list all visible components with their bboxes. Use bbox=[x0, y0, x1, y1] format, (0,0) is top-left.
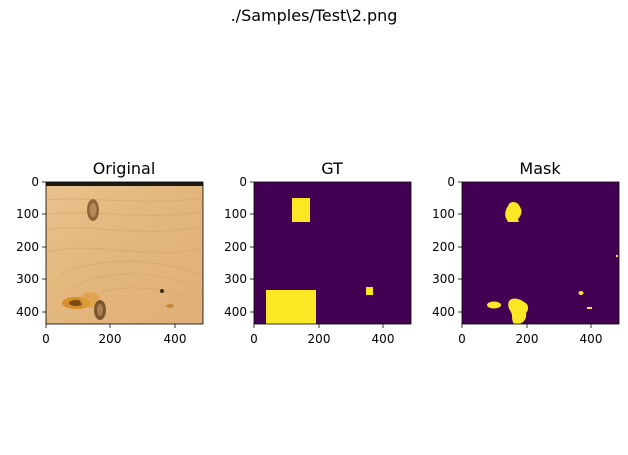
x-tick-label: 400 bbox=[164, 332, 187, 346]
gt-region bbox=[266, 290, 316, 324]
y-tick-label: 400 bbox=[224, 305, 247, 319]
x-tick-label: 0 bbox=[458, 332, 466, 346]
y-tick-label: 300 bbox=[224, 272, 247, 286]
figure-suptitle: ./Samples/Test\2.png bbox=[231, 6, 398, 25]
panel-title-original: Original bbox=[93, 159, 156, 178]
x-tick-label: 0 bbox=[42, 332, 50, 346]
mask-blob bbox=[578, 291, 584, 295]
y-tick-label: 300 bbox=[432, 272, 455, 286]
mask-blob bbox=[587, 307, 592, 309]
mask-image bbox=[462, 182, 619, 324]
x-tick-label: 200 bbox=[308, 332, 331, 346]
y-tick-label: 100 bbox=[224, 207, 247, 221]
y-tick-label: 200 bbox=[432, 240, 455, 254]
x-tick-label: 0 bbox=[250, 332, 258, 346]
y-tick-label: 300 bbox=[16, 272, 39, 286]
mask-blob bbox=[487, 301, 501, 309]
y-tick-label: 0 bbox=[31, 175, 39, 189]
gt-region bbox=[292, 198, 310, 222]
y-tick-label: 100 bbox=[16, 207, 39, 221]
y-tick-label: 400 bbox=[16, 305, 39, 319]
x-tick-label: 200 bbox=[516, 332, 539, 346]
mask-blob bbox=[616, 255, 618, 257]
original-image bbox=[46, 182, 203, 324]
y-tick-label: 0 bbox=[239, 175, 247, 189]
panel-mask: Mask 0 200 400 0 100 200 300 400 bbox=[432, 159, 620, 346]
x-tick-label: 400 bbox=[580, 332, 603, 346]
mask-blob bbox=[505, 201, 522, 222]
y-tick-label: 200 bbox=[224, 240, 247, 254]
x-tick-label: 200 bbox=[99, 332, 122, 346]
gt-region bbox=[366, 287, 373, 295]
mask-blob bbox=[508, 298, 529, 324]
gt-image bbox=[254, 182, 411, 324]
y-tick-label: 400 bbox=[432, 305, 455, 319]
panel-gt: GT 0 200 400 0 100 200 300 400 bbox=[224, 159, 412, 346]
panel-title-gt: GT bbox=[321, 159, 343, 178]
panel-original: Original bbox=[16, 159, 204, 346]
panel-title-mask: Mask bbox=[519, 159, 561, 178]
y-tick-label: 100 bbox=[432, 207, 455, 221]
y-tick-label: 200 bbox=[16, 240, 39, 254]
y-tick-label: 0 bbox=[447, 175, 455, 189]
x-tick-label: 400 bbox=[372, 332, 395, 346]
